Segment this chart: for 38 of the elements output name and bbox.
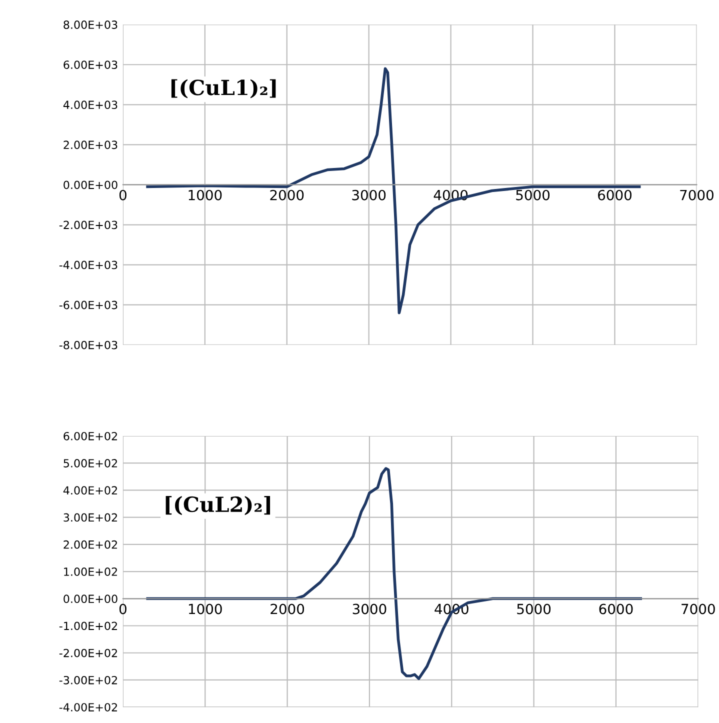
y-tick-label: 8.00E+03 [64, 20, 118, 29]
x-tick-label: 0 [119, 604, 126, 614]
y-tick-label: 6.00E+02 [64, 432, 117, 440]
x-tick-label: 3000 [352, 190, 386, 200]
y-tick-label: 2.00E+02 [64, 540, 117, 549]
y-tick-label: 3.00E+02 [64, 513, 117, 522]
y-tick-label: -6.00E+03 [59, 300, 118, 310]
y-tick-label: -2.00E+03 [59, 220, 118, 230]
y-tick-label: -2.00E+02 [59, 648, 117, 658]
y-tick-label: 0.00E+00 [64, 180, 118, 190]
x-tick-label: 1000 [188, 190, 222, 200]
line-series [146, 467, 642, 680]
y-tick-label: -1.00E+02 [59, 622, 117, 630]
y-tick-label: 2.00E+03 [64, 140, 118, 150]
y-tick-label: 4.00E+03 [63, 100, 118, 110]
y-tick-label: 6.00E+03 [64, 60, 118, 69]
annotation: [(CuL2)₂] [166, 496, 270, 516]
x-tick-label: 5000 [517, 604, 551, 614]
x-tick-label: 7000 [682, 604, 715, 614]
annotation: [(CuL1)₂] [171, 79, 276, 98]
x-tick-label: 0 [119, 190, 126, 200]
x-tick-label: 7000 [680, 190, 714, 200]
y-tick-label: 4.00E+02 [63, 486, 117, 495]
x-tick-label: 6000 [598, 190, 632, 200]
line-series [146, 67, 641, 314]
x-tick-label: 2000 [270, 604, 304, 614]
y-tick-label: 5.00E+02 [64, 459, 117, 468]
y-tick-label: 0.00E+00 [64, 594, 118, 604]
x-tick-label: 1000 [188, 604, 222, 614]
x-tick-label: 2000 [270, 190, 304, 200]
y-tick-label: -4.00E+02 [59, 703, 117, 712]
x-tick-label: 5000 [516, 190, 550, 200]
y-tick-label: 1.00E+02 [64, 568, 117, 576]
x-tick-label: 6000 [599, 604, 633, 614]
y-tick-label: -3.00E+02 [59, 676, 117, 684]
y-tick-label: -4.00E+03 [59, 260, 118, 270]
y-tick-label: -8.00E+03 [59, 340, 118, 350]
x-tick-label: 3000 [352, 604, 386, 614]
